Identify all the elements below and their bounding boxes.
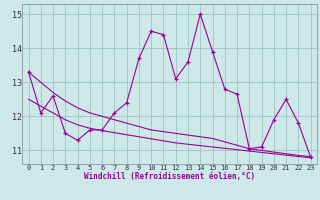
X-axis label: Windchill (Refroidissement éolien,°C): Windchill (Refroidissement éolien,°C) [84,172,255,181]
